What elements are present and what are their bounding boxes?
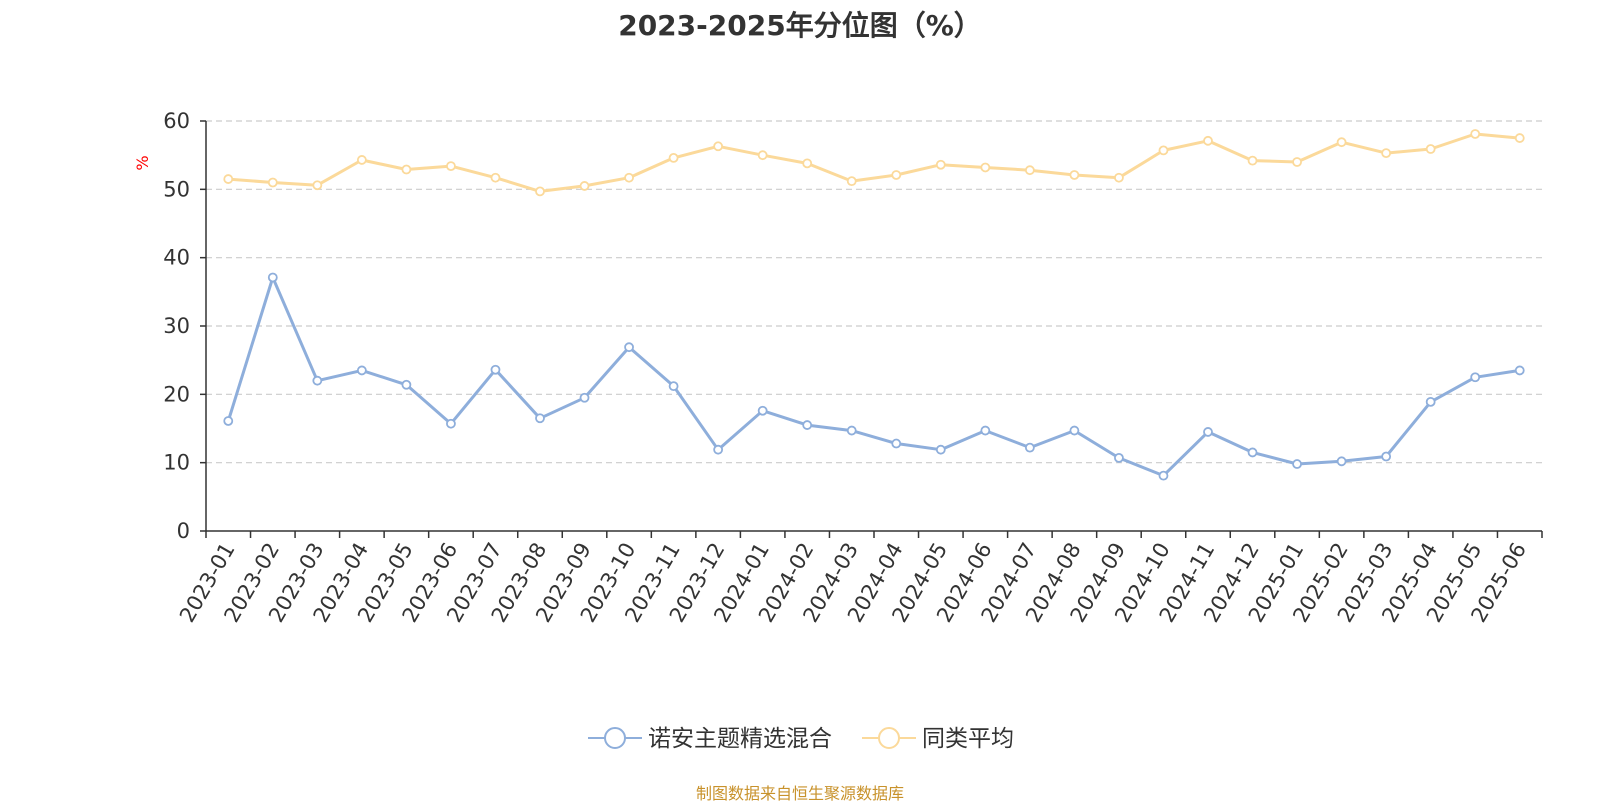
data-point [1425,144,1436,154]
data-point [490,364,501,375]
data-point [1203,427,1213,437]
data-point [1069,170,1080,180]
data-point [446,161,456,172]
data-point [846,176,857,187]
data-point [757,405,768,416]
data-point [1024,165,1035,176]
series-line-1 [226,276,1520,478]
data-point [802,420,813,430]
data-point [935,159,946,170]
y-tick-label: 0 [177,519,190,543]
data-point [312,180,323,191]
data-point [1292,459,1302,469]
data-point [312,375,323,386]
y-tick-label: 30 [163,314,190,338]
data-point [535,413,545,424]
y-tick-label: 10 [163,451,190,475]
data-point [891,438,902,449]
data-point [935,444,946,455]
y-tick-label: 60 [163,109,190,133]
data-point [223,174,234,184]
data-point [668,381,679,392]
legend-marker [878,727,900,749]
data-point [1381,451,1392,462]
source-note: 制图数据来自恒生聚源数据库 [695,784,904,803]
data-point [980,162,991,173]
y-tick-label: 50 [163,177,190,201]
data-point [980,425,991,436]
data-point [802,158,813,169]
data-point [757,150,768,161]
data-point [624,342,634,353]
data-point [356,365,367,376]
data-point [1425,396,1436,407]
data-point [624,172,634,183]
data-point [1158,470,1169,481]
y-axis-label: % [133,155,152,170]
data-point [1158,145,1169,156]
data-point [356,155,367,165]
data-point [1114,452,1124,463]
data-point [1514,365,1525,376]
data-point [668,152,679,163]
data-point [1336,456,1347,467]
data-point [267,272,278,283]
data-point [1024,442,1035,453]
data-point [223,416,234,426]
data-point [1114,172,1124,183]
legend-label: 诺安主题精选混合 [648,726,832,752]
data-point [713,444,724,455]
data-point [1336,137,1347,148]
y-tick-label: 40 [163,246,190,270]
data-point [579,181,590,191]
data-point [267,177,278,188]
data-point [535,186,545,197]
data-point [1470,129,1481,139]
data-point [1381,148,1392,159]
data-point [446,418,456,429]
data-point [1247,447,1258,458]
chart-title: 2023-2025年分位图（%） [618,9,982,42]
y-tick-label: 20 [163,382,190,406]
data-point [579,392,590,403]
data-point [401,379,412,390]
data-point [490,172,501,183]
data-point [1470,372,1481,383]
data-point [1292,157,1302,167]
data-point [1514,133,1525,143]
data-point [891,170,902,180]
data-point [713,141,724,152]
data-point [1247,155,1258,166]
legend-marker [604,727,626,749]
data-point [401,164,412,175]
data-point [1203,135,1213,146]
legend-label: 同类平均 [922,726,1014,752]
data-point [1069,425,1080,436]
line-chart: 0102030405060%2023-012023-022023-032023-… [133,109,1543,752]
data-point [846,425,857,436]
series-line-2 [228,132,1520,193]
